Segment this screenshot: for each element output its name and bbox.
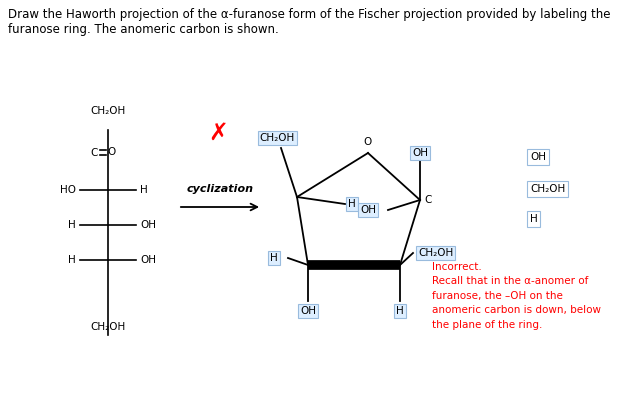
Text: HO: HO <box>60 185 76 195</box>
Text: CH₂OH: CH₂OH <box>530 184 565 194</box>
Text: H: H <box>348 199 356 209</box>
Text: Incorrect.
Recall that in the α-anomer of
furanose, the –OH on the
anomeric carb: Incorrect. Recall that in the α-anomer o… <box>432 262 601 330</box>
Text: CH₂OH: CH₂OH <box>90 322 125 332</box>
Text: C: C <box>91 148 98 158</box>
Text: H: H <box>68 255 76 265</box>
Text: CH₂OH: CH₂OH <box>260 133 295 143</box>
Text: CH₂OH: CH₂OH <box>90 106 125 116</box>
Text: OH: OH <box>412 148 428 158</box>
Text: OH: OH <box>300 306 316 316</box>
Text: OH: OH <box>360 205 376 215</box>
Text: H: H <box>270 253 278 263</box>
Text: OH: OH <box>140 255 156 265</box>
Text: cyclization: cyclization <box>187 184 253 194</box>
Text: ✗: ✗ <box>208 121 228 145</box>
Text: O: O <box>107 147 115 157</box>
Text: OH: OH <box>530 152 546 162</box>
Text: Draw the Haworth projection of the α-furanose form of the Fischer projection pro: Draw the Haworth projection of the α-fur… <box>8 8 611 36</box>
Text: O: O <box>364 137 372 147</box>
Text: H: H <box>140 185 148 195</box>
Text: H: H <box>530 214 538 224</box>
Text: CH₂OH: CH₂OH <box>418 248 453 258</box>
Text: H: H <box>396 306 404 316</box>
Text: OH: OH <box>140 220 156 230</box>
Text: C: C <box>424 195 431 205</box>
Text: H: H <box>68 220 76 230</box>
